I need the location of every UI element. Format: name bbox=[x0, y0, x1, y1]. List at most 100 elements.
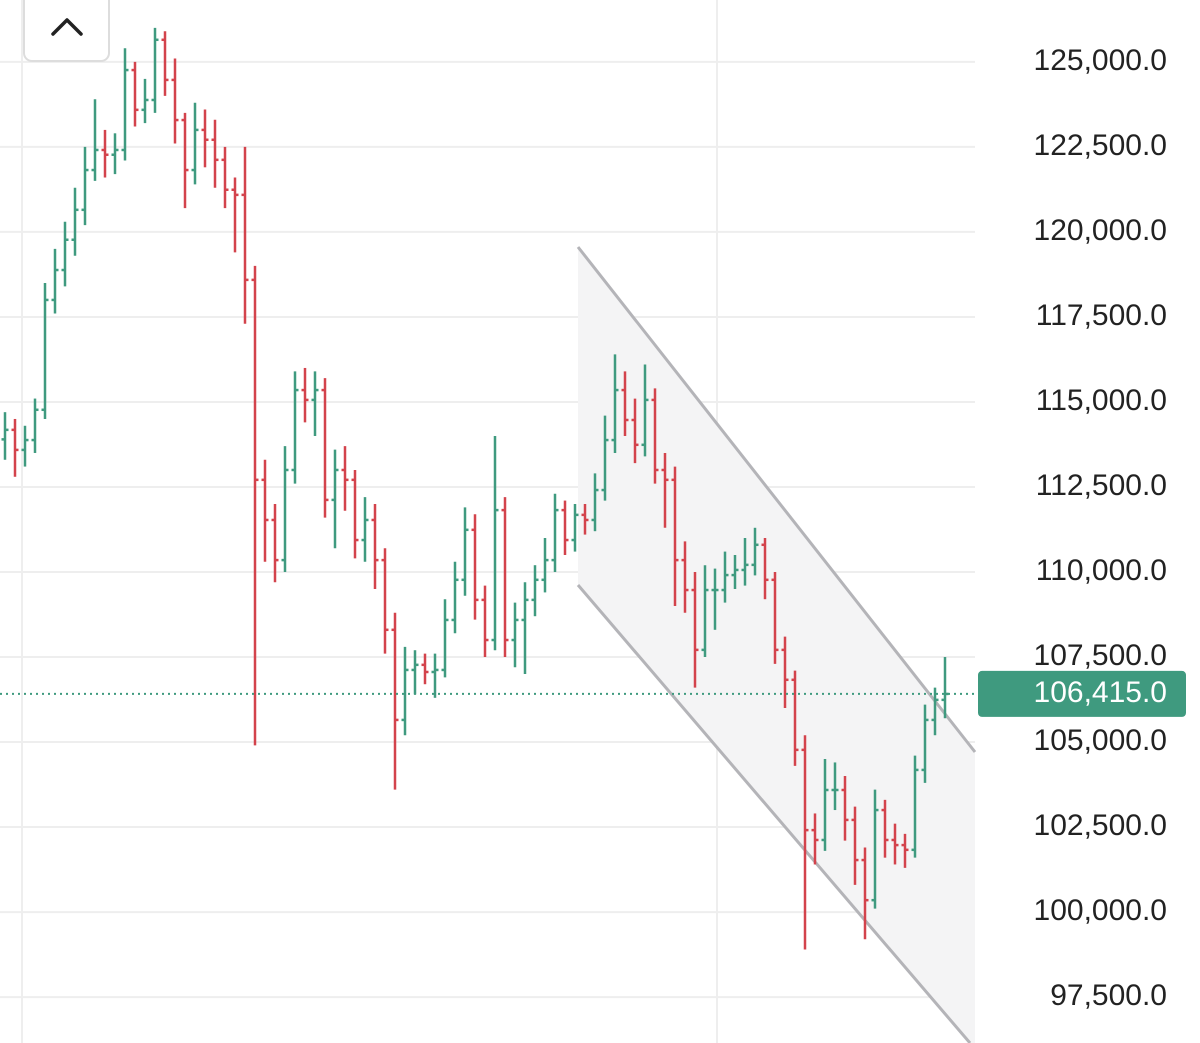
ohlc-bar bbox=[71, 187, 79, 256]
ohlc-bar bbox=[751, 527, 759, 576]
ohlc-bar bbox=[211, 119, 219, 188]
ohlc-bar bbox=[261, 459, 269, 562]
ohlc-bar bbox=[521, 582, 529, 675]
ohlc-bar bbox=[681, 541, 689, 613]
ohlc-bar bbox=[291, 371, 299, 484]
ohlc-bar bbox=[741, 537, 749, 586]
last-price-tag bbox=[978, 670, 1186, 717]
ohlc-bar bbox=[101, 129, 109, 178]
ohlc-bar bbox=[791, 670, 799, 766]
channel-fill bbox=[578, 247, 975, 1043]
ohlc-bar bbox=[451, 561, 459, 634]
ohlc-bar bbox=[311, 371, 319, 436]
ohlc-bar bbox=[131, 61, 139, 127]
ohlc-bar bbox=[811, 813, 819, 865]
ohlc-bar bbox=[431, 653, 439, 698]
ohlc-bar bbox=[301, 367, 309, 423]
ohlc-bar bbox=[631, 398, 639, 464]
ohlc-bar bbox=[1, 412, 9, 460]
ohlc-bar bbox=[231, 177, 239, 253]
ohlc-bar bbox=[401, 646, 409, 736]
ohlc-bar bbox=[151, 27, 159, 113]
y-axis: 125,000.0 122,500.0 120,000.0 117,500.0 115,… bbox=[1034, 44, 1167, 1012]
ohlc-bar bbox=[271, 503, 279, 583]
ohlc-bar bbox=[361, 497, 369, 562]
ohlc-bar bbox=[351, 469, 359, 559]
ohlc-bar bbox=[621, 371, 629, 436]
channel-upper bbox=[576, 246, 977, 753]
ohlc-bar bbox=[381, 548, 389, 654]
ohlc-bar bbox=[941, 657, 949, 719]
last-price-label: 106,415.0 bbox=[1034, 676, 1167, 709]
ohlc-bar bbox=[651, 388, 659, 484]
grid bbox=[0, 0, 975, 1043]
ohlc-bar bbox=[601, 415, 609, 501]
y-tick-label: 125,000.0 bbox=[1034, 44, 1167, 77]
ohlc-bar bbox=[821, 759, 829, 851]
ohlc-bar bbox=[711, 568, 719, 630]
ohlc-bar bbox=[691, 572, 699, 688]
ohlc-bar bbox=[181, 112, 189, 209]
y-tick-label: 122,500.0 bbox=[1034, 129, 1167, 162]
ohlc-bar bbox=[171, 58, 179, 144]
ohlc-bar bbox=[611, 354, 619, 453]
ohlc-bar bbox=[371, 503, 379, 590]
ohlc-bar bbox=[321, 378, 329, 518]
ohlc-bar bbox=[471, 514, 479, 620]
ohlc-bar bbox=[141, 78, 149, 124]
ohlc-bar bbox=[731, 554, 739, 590]
button-box[interactable] bbox=[23, 0, 110, 62]
ohlc-bar bbox=[51, 248, 59, 314]
ohlc-bar bbox=[111, 133, 119, 175]
ohlc-bar bbox=[501, 497, 509, 658]
ohlc-bar bbox=[561, 500, 569, 555]
ohlc-bar bbox=[861, 847, 869, 940]
bars bbox=[1, 27, 949, 950]
channel bbox=[576, 246, 977, 1043]
ohlc-bar bbox=[911, 755, 919, 858]
y-tick-label: 117,500.0 bbox=[1036, 299, 1167, 332]
ohlc-bar bbox=[781, 636, 789, 709]
ohlc-bar bbox=[801, 735, 809, 950]
ohlc-bar bbox=[531, 565, 539, 617]
ohlc-bar bbox=[161, 31, 169, 96]
y-tick-label: 115,000.0 bbox=[1036, 384, 1167, 417]
ohlc-bar bbox=[191, 102, 199, 185]
ohlc-bar bbox=[641, 364, 649, 457]
ohlc-bar bbox=[421, 653, 429, 685]
ohlc-bar bbox=[671, 466, 679, 607]
ohlc-bar bbox=[721, 551, 729, 603]
ohlc-bar bbox=[761, 537, 769, 600]
channel-lower bbox=[576, 584, 972, 1043]
ohlc-bar bbox=[21, 425, 29, 467]
ohlc-bar bbox=[931, 687, 939, 736]
ohlc-bar bbox=[31, 398, 39, 453]
ohlc-bar bbox=[331, 449, 339, 549]
ohlc-bar bbox=[581, 503, 589, 535]
ohlc-bar bbox=[441, 599, 449, 678]
ohlc-bar bbox=[701, 565, 709, 658]
ohlc-bar bbox=[541, 537, 549, 593]
y-tick-label: 102,500.0 bbox=[1034, 809, 1167, 842]
ohlc-bar bbox=[461, 507, 469, 596]
ohlc-bar bbox=[281, 446, 289, 573]
ohlc-bar bbox=[481, 585, 489, 658]
y-tick-label: 107,500.0 bbox=[1034, 639, 1167, 672]
chevron-icon[interactable] bbox=[51, 18, 83, 36]
ohlc-bar bbox=[221, 146, 229, 209]
ohlc-bar bbox=[491, 435, 499, 651]
ohlc-bar bbox=[571, 503, 579, 552]
ohlc-bar bbox=[411, 650, 419, 695]
ohlc-bar bbox=[11, 418, 19, 477]
collapse-button[interactable] bbox=[23, 0, 110, 62]
ohlc-bar bbox=[841, 776, 849, 841]
ohlc-bar bbox=[831, 762, 839, 811]
ohlc-bar bbox=[511, 602, 519, 668]
ohlc-bar bbox=[61, 221, 69, 287]
ohlc-bar bbox=[591, 473, 599, 532]
ohlc-bar bbox=[341, 446, 349, 511]
ohlc-bar bbox=[921, 704, 929, 783]
ohlc-bar bbox=[121, 48, 129, 161]
